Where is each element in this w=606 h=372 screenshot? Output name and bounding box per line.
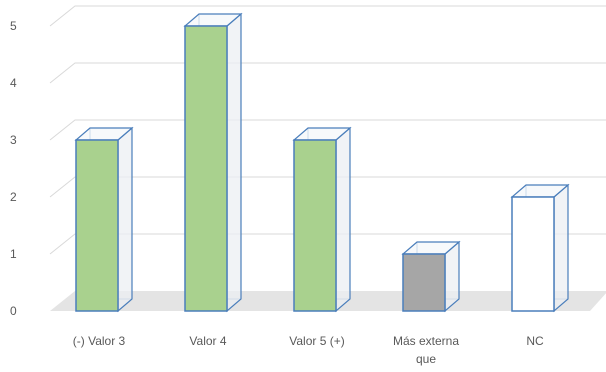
y-axis-ticks: 0 1 2 3 4 5 xyxy=(10,19,17,318)
x-category-label: Más externa xyxy=(393,334,459,348)
x-category-label: Valor 4 xyxy=(189,334,226,348)
bar xyxy=(510,183,570,313)
y-tick-label: 2 xyxy=(10,190,17,204)
bar xyxy=(74,126,134,313)
x-category-label: NC xyxy=(526,334,544,348)
x-axis-categories: (-) Valor 3 Valor 4 Valor 5 (+) Más externa… xyxy=(73,334,544,366)
gridline xyxy=(49,62,606,84)
bar xyxy=(401,240,461,313)
bar xyxy=(292,126,352,313)
y-tick-label: 0 xyxy=(10,304,17,318)
y-tick-label: 1 xyxy=(10,247,17,261)
x-category-label: Valor 5 (+) xyxy=(289,334,344,348)
x-category-label: que xyxy=(416,352,436,366)
gridline xyxy=(49,233,606,255)
bar xyxy=(183,12,243,313)
bars xyxy=(74,12,570,313)
y-tick-label: 4 xyxy=(10,76,17,90)
gridlines xyxy=(49,5,606,255)
gridline xyxy=(49,119,606,141)
gridline xyxy=(49,176,606,198)
y-tick-label: 5 xyxy=(10,19,17,33)
gridline xyxy=(49,5,606,27)
y-tick-label: 3 xyxy=(10,133,17,147)
x-category-label: (-) Valor 3 xyxy=(73,334,126,348)
